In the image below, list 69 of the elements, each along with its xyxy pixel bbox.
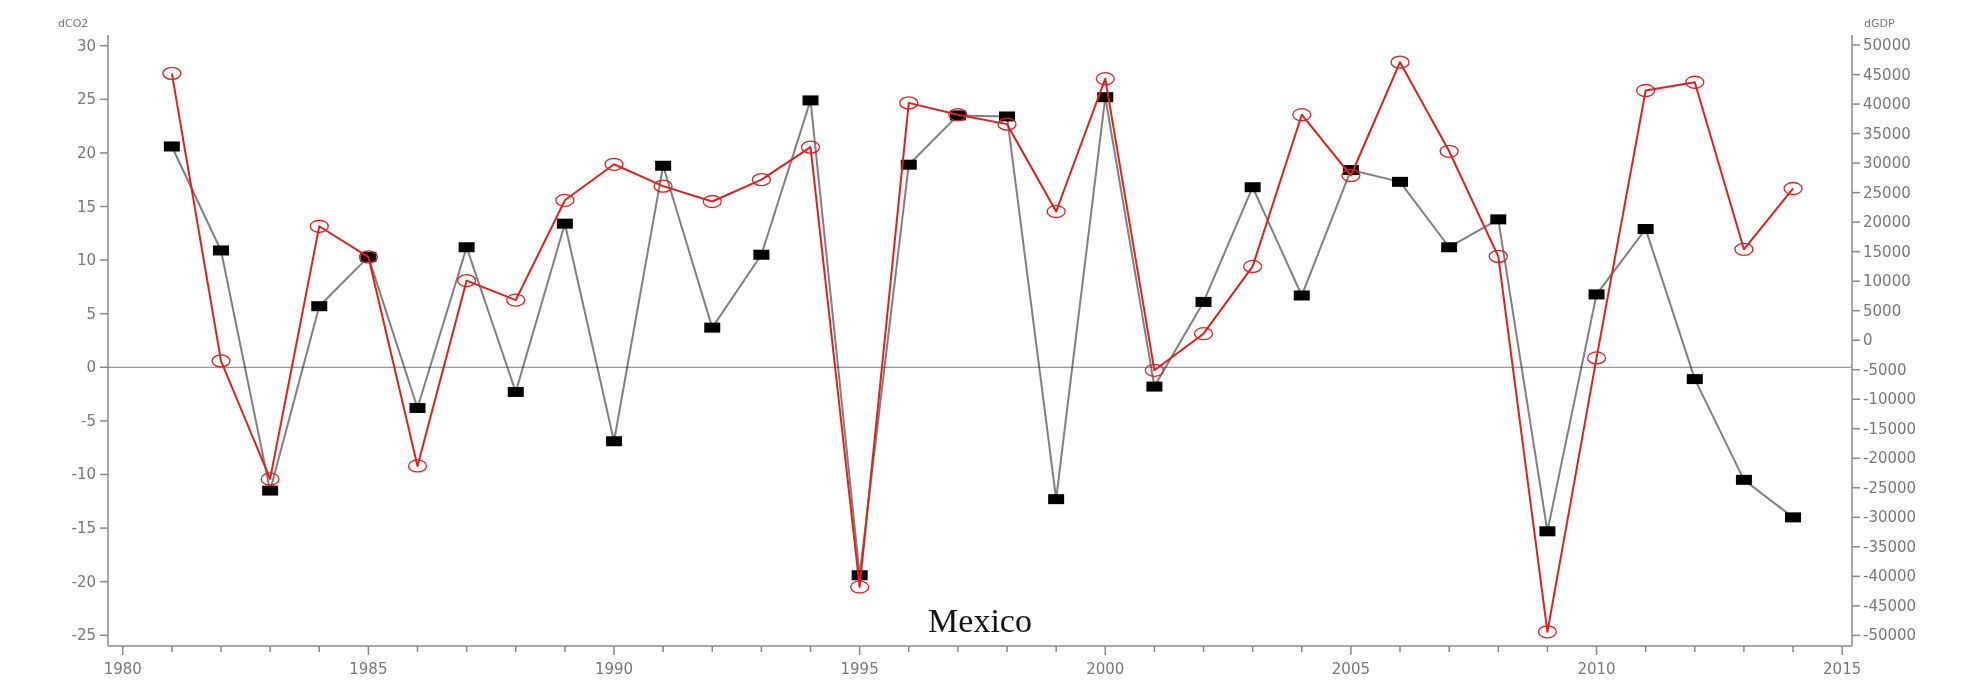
point [555, 193, 575, 207]
y2-tick-label: 50000 [1863, 36, 1911, 55]
y2-tick-label: -40000 [1863, 567, 1917, 586]
y-tick-label: -5 [81, 411, 96, 430]
point [456, 273, 477, 288]
y-tick-label: 10 [76, 251, 96, 270]
point [1095, 72, 1115, 86]
y-tick-label: -10 [71, 465, 96, 484]
point [751, 172, 772, 187]
point [1439, 144, 1459, 158]
y2-tick-label: -30000 [1863, 508, 1917, 527]
point [506, 293, 526, 307]
y2-tick-label: 35000 [1863, 124, 1911, 143]
x-tick-label: 1995 [840, 660, 879, 678]
y2-tick-label: -20000 [1863, 449, 1917, 468]
y2-tick-label: 5000 [1863, 301, 1902, 320]
y-tick-label: 30 [76, 36, 96, 55]
point [1783, 181, 1803, 196]
point [1046, 204, 1066, 219]
point [162, 66, 182, 81]
point [309, 219, 329, 233]
x-tick-label: 1980 [103, 660, 142, 678]
y-tick-label: 5 [86, 304, 96, 323]
point [702, 194, 722, 209]
point [1488, 249, 1508, 264]
point [1685, 75, 1705, 89]
point [604, 157, 624, 171]
y2-tick-label: 40000 [1863, 95, 1911, 114]
y2-tick-label: -15000 [1863, 419, 1917, 438]
text: Mexico [928, 602, 1032, 639]
point [260, 472, 280, 486]
point [1292, 108, 1312, 122]
y2-tick-label: -50000 [1863, 626, 1917, 645]
y-tick-label: 20 [76, 143, 96, 162]
point [653, 179, 673, 193]
point [1341, 168, 1361, 183]
y-tick-label: -15 [71, 519, 96, 538]
point [1390, 55, 1410, 69]
point [1243, 259, 1263, 274]
y2-tick-label: 25000 [1863, 183, 1911, 202]
y2-tick-label: -35000 [1863, 537, 1917, 556]
y2-tick-label: 10000 [1863, 272, 1911, 291]
y2-tick-label: -45000 [1863, 596, 1917, 615]
y-tick-label: 15 [76, 197, 96, 216]
x-tick-label: 2015 [1823, 660, 1862, 678]
y2-tick-label: 30000 [1863, 154, 1911, 173]
y2-tick-label: 45000 [1863, 65, 1911, 84]
point [1636, 83, 1656, 98]
x-tick-label: 2005 [1331, 660, 1370, 678]
y2-tick-label: -5000 [1863, 360, 1907, 379]
y2-tick-label: 0 [1863, 331, 1873, 350]
point [211, 354, 231, 368]
y2-tick-label: -10000 [1863, 390, 1917, 409]
x-tick-label: 2010 [1577, 660, 1616, 678]
y2-tick-label: -25000 [1863, 478, 1917, 497]
y2-tick-label: 15000 [1863, 242, 1911, 261]
y-tick-label: 25 [76, 90, 96, 109]
point [1734, 242, 1754, 256]
x-tick-label: 1990 [594, 660, 634, 678]
point [899, 96, 919, 110]
x-tick-label: 2000 [1086, 660, 1125, 678]
y-axis-title: dCO2 [58, 17, 89, 30]
y-tick-label: -25 [71, 626, 96, 645]
y-tick-label: -20 [71, 572, 96, 591]
x-tick-label: 1985 [349, 660, 388, 678]
y-tick-label: 0 [86, 358, 96, 377]
point [997, 117, 1017, 131]
y2-axis-title: dGDP [1864, 17, 1895, 30]
y2-tick-label: 20000 [1863, 213, 1911, 232]
